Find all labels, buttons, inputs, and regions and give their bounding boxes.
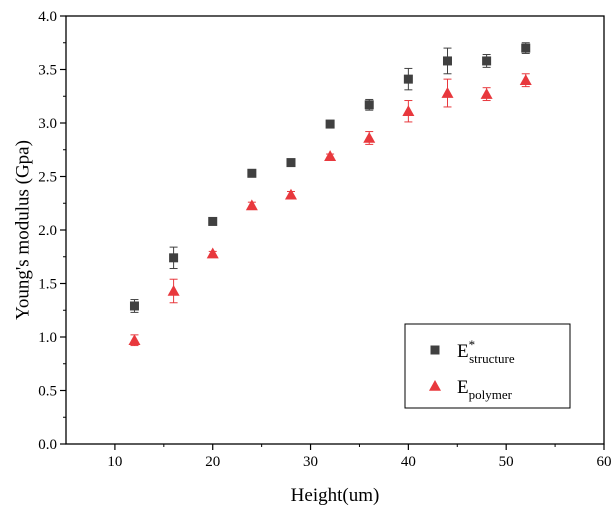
y-tick-label: 2.5 <box>38 170 57 186</box>
y-tick-label: 0.5 <box>38 384 57 400</box>
x-tick-label: 60 <box>597 454 612 470</box>
data-point <box>128 334 141 346</box>
data-point <box>169 253 179 263</box>
data-point <box>286 158 296 168</box>
data-point <box>206 247 219 259</box>
data-point <box>324 150 337 161</box>
x-tick-label: 10 <box>107 454 122 470</box>
chart-axes: 10 20 30 40 50 60 0.0 0.5 1.0 1.5 2.0 2.5 3.0 3.5 4.0 <box>38 9 611 470</box>
y-axis-label: Young's modulus (Gpa) <box>12 140 33 320</box>
data-point <box>441 87 454 98</box>
y-tick-label: 3.0 <box>38 116 57 132</box>
data-point <box>482 56 492 66</box>
y-tick-label: 4.0 <box>38 9 57 25</box>
data-point <box>363 131 376 143</box>
y-tick-label: 1.5 <box>38 277 57 293</box>
data-point <box>521 43 531 53</box>
data-point <box>245 199 258 211</box>
y-tick-label: 1.0 <box>38 330 57 346</box>
series-square <box>129 42 531 313</box>
x-tick-label: 30 <box>303 454 318 470</box>
chart-marks <box>128 42 532 347</box>
y-tick-label: 3.5 <box>38 63 57 79</box>
x-tick-label: 50 <box>499 454 514 470</box>
y-tick-label: 2.0 <box>38 223 57 239</box>
data-point <box>403 74 413 84</box>
y-tick-label: 0.0 <box>38 437 57 453</box>
legend-entry: E* structure <box>457 337 515 366</box>
data-point <box>519 74 532 85</box>
x-tick-label: 40 <box>401 454 416 470</box>
legend-entry: Epolymer <box>457 377 513 402</box>
data-point <box>442 56 452 66</box>
data-point <box>208 216 218 226</box>
legend-box <box>404 323 571 409</box>
x-axis-label: Height(um) <box>291 485 380 506</box>
legend-marker <box>429 380 441 391</box>
data-point <box>284 188 297 200</box>
data-point <box>402 105 415 117</box>
data-point <box>325 119 335 129</box>
series-triangle <box>128 73 532 347</box>
data-point <box>247 168 257 178</box>
data-point <box>167 284 180 296</box>
data-point <box>480 88 493 99</box>
legend: E* structure Epolymer <box>404 323 571 409</box>
data-point <box>129 301 139 311</box>
data-point <box>364 100 374 110</box>
x-tick-label: 20 <box>205 454 220 470</box>
legend-marker <box>430 345 440 355</box>
